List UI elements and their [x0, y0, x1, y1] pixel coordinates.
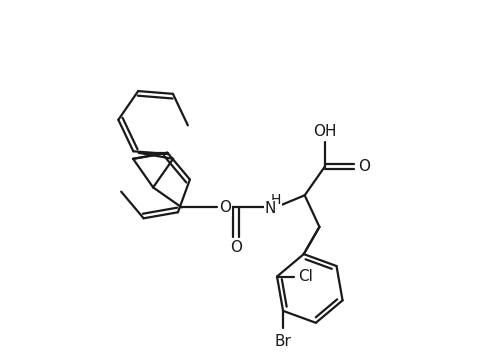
Text: OH: OH	[313, 124, 336, 139]
Text: H: H	[271, 194, 281, 207]
Text: O: O	[358, 159, 370, 174]
Text: O: O	[219, 200, 231, 215]
Text: Br: Br	[274, 334, 291, 348]
Text: Cl: Cl	[298, 269, 312, 284]
Text: N: N	[264, 201, 276, 216]
Text: O: O	[230, 240, 241, 256]
